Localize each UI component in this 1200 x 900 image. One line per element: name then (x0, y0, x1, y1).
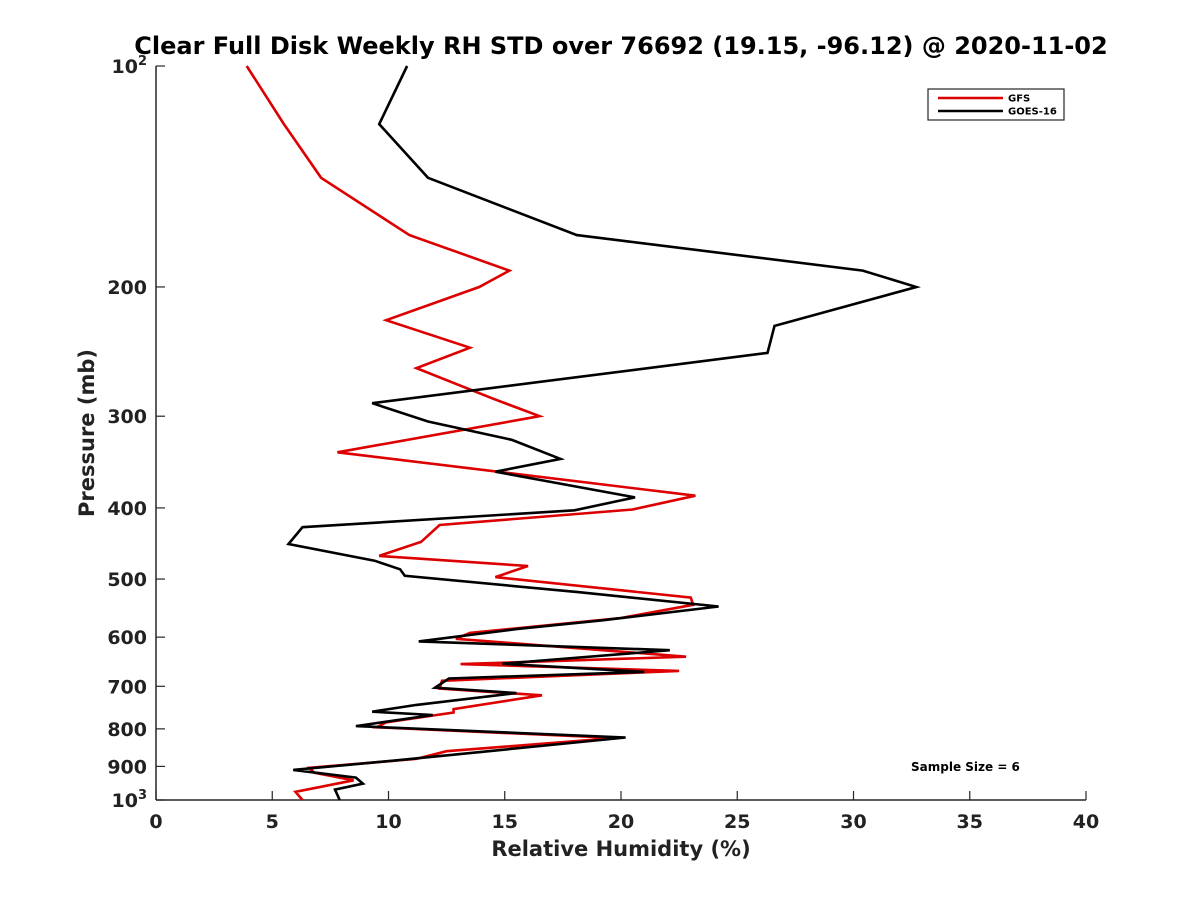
legend-box (927, 88, 1065, 121)
y-tick-label: 200 (107, 277, 147, 299)
series-line-goes16 (286, 65, 921, 801)
legend: GFS GOES-16 (927, 88, 1065, 121)
chart-title: Clear Full Disk Weekly RH STD over 76692… (134, 32, 1107, 60)
y-tick-label: 103 (112, 788, 148, 812)
x-axis-ticks: 0 5 10 15 20 25 30 35 40 (149, 791, 1099, 833)
legend-label-goes16: GOES-16 (1008, 107, 1057, 118)
y-tick-label: 400 (107, 498, 147, 520)
y-tick-label: 500 (107, 569, 147, 591)
x-axis-label: Relative Humidity (%) (491, 837, 750, 861)
x-tick-label: 20 (608, 811, 634, 833)
series-layer (245, 65, 921, 801)
y-tick-label: 300 (107, 406, 147, 428)
y-tick-label: 700 (107, 676, 147, 698)
y-tick-label: 900 (107, 756, 147, 778)
y-tick-label: 600 (107, 627, 147, 649)
x-tick-label: 30 (840, 811, 866, 833)
plot-area (155, 65, 1086, 801)
legend-label-gfs: GFS (1008, 94, 1030, 105)
y-tick-label: 102 (112, 54, 148, 78)
x-tick-label: 10 (375, 811, 401, 833)
x-tick-label: 40 (1073, 811, 1099, 833)
x-tick-label: 5 (266, 811, 279, 833)
x-tick-label: 35 (957, 811, 983, 833)
y-tick-label: 800 (107, 719, 147, 741)
y-axis-label: Pressure (mb) (75, 349, 99, 517)
sample-size-annotation: Sample Size = 6 (911, 760, 1020, 774)
x-tick-label: 0 (149, 811, 162, 833)
x-tick-label: 25 (724, 811, 750, 833)
y-axis-ticks: 102 200 300 400 500 600 700 800 900 103 (107, 54, 165, 812)
x-tick-label: 15 (492, 811, 518, 833)
